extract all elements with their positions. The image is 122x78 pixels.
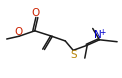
Text: N: N <box>94 30 102 40</box>
Text: +: + <box>100 28 106 37</box>
Text: O: O <box>31 8 40 18</box>
Text: S: S <box>70 50 76 60</box>
Text: O: O <box>15 27 23 37</box>
